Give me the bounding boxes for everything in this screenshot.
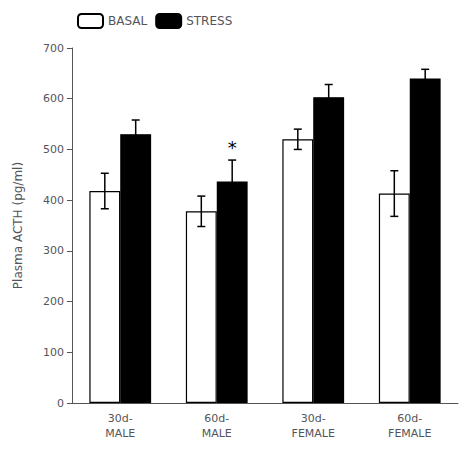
- svg-text:700: 700: [43, 42, 64, 55]
- svg-text:STRESS: STRESS: [186, 14, 232, 28]
- svg-text:Plasma ACTH (pg/ml): Plasma ACTH (pg/ml): [11, 162, 25, 289]
- svg-text:BASAL: BASAL: [108, 14, 147, 28]
- svg-text:FEMALE: FEMALE: [292, 427, 335, 440]
- svg-text:400: 400: [43, 194, 64, 207]
- svg-text:MALE: MALE: [202, 427, 232, 440]
- svg-text:200: 200: [43, 295, 64, 308]
- svg-text:60d-: 60d-: [204, 412, 229, 425]
- svg-text:600: 600: [43, 92, 64, 105]
- svg-text:60d-: 60d-: [397, 412, 422, 425]
- svg-text:*: *: [228, 137, 237, 158]
- svg-text:0: 0: [57, 397, 64, 410]
- svg-text:30d-: 30d-: [108, 412, 133, 425]
- svg-text:100: 100: [43, 346, 64, 359]
- svg-text:500: 500: [43, 143, 64, 156]
- svg-text:30d-: 30d-: [301, 412, 326, 425]
- svg-text:300: 300: [43, 244, 64, 257]
- svg-text:MALE: MALE: [105, 427, 135, 440]
- svg-text:FEMALE: FEMALE: [388, 427, 431, 440]
